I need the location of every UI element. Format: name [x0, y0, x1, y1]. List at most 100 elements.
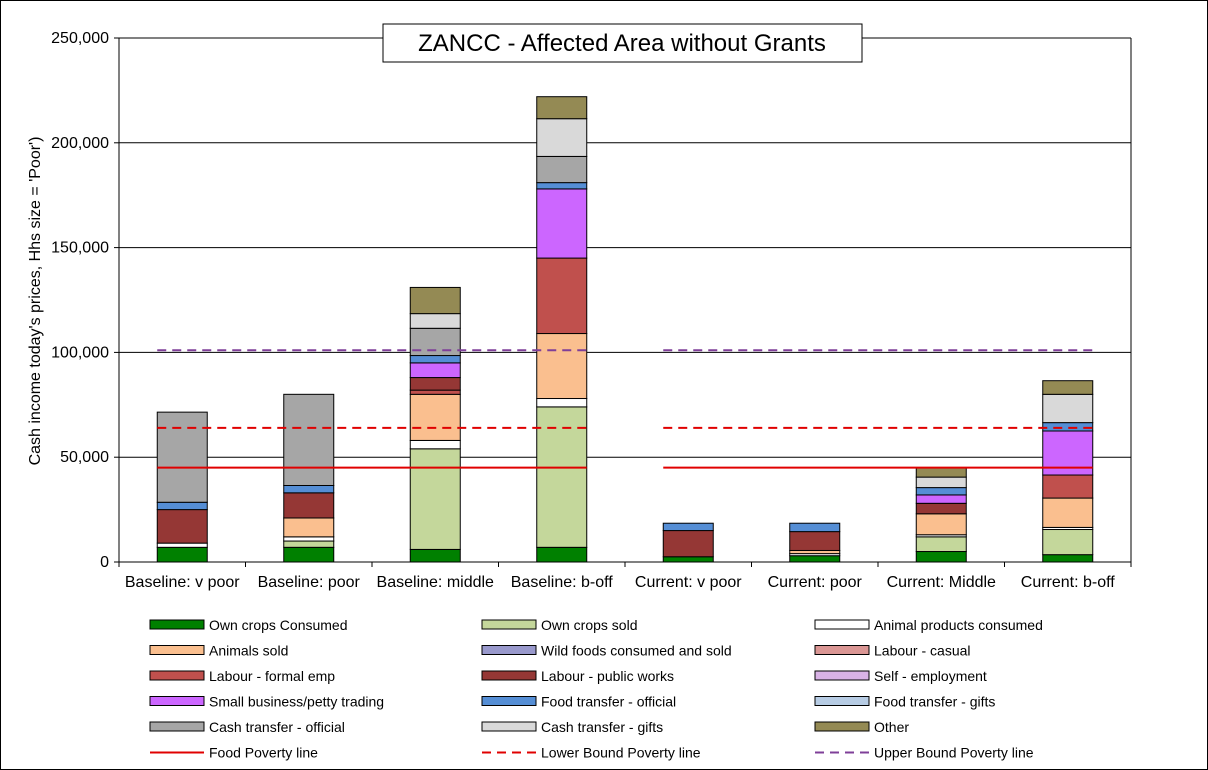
plot-area — [119, 38, 1131, 562]
bar-segment — [409, 548, 461, 563]
bar-segment — [915, 536, 967, 553]
axes — [114, 37, 1132, 567]
bar-segment — [915, 467, 967, 478]
bar-segment — [156, 509, 208, 544]
legend-swatch — [149, 670, 205, 681]
legend-swatch — [814, 645, 870, 655]
chart-title-box: ZANCC - Affected Area without Grants — [382, 23, 863, 63]
bar-segment — [283, 536, 335, 542]
legend-label: Own crops sold — [541, 617, 637, 633]
bar-segment — [283, 540, 335, 548]
y-tick-label: 50,000 — [60, 449, 109, 466]
legend-swatch — [481, 670, 537, 681]
bar-segment — [662, 522, 714, 532]
legend-label: Labour - casual — [874, 643, 971, 659]
bar-segment — [156, 542, 208, 548]
x-tick-labels: Baseline: v poor Baseline: poor Baseline: … — [125, 574, 1115, 591]
x-tick-label: Current: Middle — [887, 574, 996, 591]
bar-segment — [409, 393, 461, 441]
bar-segment — [409, 389, 461, 395]
bar-segment — [536, 96, 588, 120]
legend-swatch — [814, 619, 870, 630]
bar-segment — [156, 501, 208, 511]
y-tick-labels: 0 50,000 100,000 150,000 200,000 250,000 — [51, 30, 109, 571]
legend-swatch — [481, 619, 537, 630]
legend-label: Food Poverty line — [209, 745, 318, 761]
bar-segment — [789, 522, 841, 533]
legend-label: Food transfer - official — [541, 694, 676, 710]
legend-label: Animal products consumed — [874, 617, 1043, 633]
x-tick-label: Baseline: b-off — [511, 574, 614, 591]
bar-segment — [1042, 393, 1094, 424]
legend-swatch — [481, 721, 537, 732]
y-axis-label: Cash income today's prices, Hhs size = '… — [27, 137, 44, 466]
bar-segment — [915, 487, 967, 496]
legend-swatch — [481, 645, 537, 655]
bars — [156, 96, 1094, 563]
bar-segment — [409, 286, 461, 315]
legend-swatch — [814, 696, 870, 706]
legend-swatch — [149, 645, 205, 655]
bar-segment — [1042, 380, 1094, 395]
bar-segment — [409, 448, 461, 550]
legend-label: Self - employment — [874, 668, 987, 684]
bar-segment — [1042, 497, 1094, 528]
y-tick-label: 250,000 — [51, 30, 109, 47]
bar-segment — [1042, 474, 1094, 499]
bar-segment — [915, 502, 967, 515]
legend-label: Wild foods consumed and sold — [541, 643, 732, 659]
bar-segment — [1042, 554, 1094, 563]
legend-swatch — [149, 696, 205, 706]
legend-label: Other — [874, 719, 909, 735]
bar-segment — [536, 257, 588, 335]
legend-label: Lower Bound Poverty line — [541, 745, 701, 761]
legend-label: Upper Bound Poverty line — [874, 745, 1034, 761]
legend-label: Food transfer - gifts — [874, 694, 995, 710]
y-axis-label-group: Cash income today's prices, Hhs size = '… — [27, 137, 44, 466]
x-tick-label: Current: poor — [768, 574, 863, 591]
bar-segment — [536, 406, 588, 548]
bar-segment — [283, 517, 335, 538]
bar-segment — [536, 155, 588, 184]
bar-segment — [536, 333, 588, 400]
legend-swatch — [814, 721, 870, 732]
bar-segment — [409, 439, 461, 450]
bar-segment — [915, 513, 967, 536]
bar-segment — [536, 546, 588, 563]
bar-segment — [156, 411, 208, 503]
legend-swatch — [814, 670, 870, 681]
bar-segment — [915, 551, 967, 563]
bar-segment — [283, 484, 335, 494]
bar-segment — [536, 118, 588, 157]
y-tick-label: 0 — [100, 554, 109, 571]
legend-label: Cash transfer - gifts — [541, 719, 663, 735]
legend-label: Small business/petty trading — [209, 694, 384, 710]
legend-label: Cash transfer - official — [209, 719, 345, 735]
bar-segment — [915, 494, 967, 504]
legend-label: Labour - public works — [541, 668, 674, 684]
poverty-lines — [157, 349, 1093, 469]
bar-segment — [789, 555, 841, 563]
bar-segment — [409, 362, 461, 379]
x-tick-label: Current: v poor — [635, 574, 742, 591]
bar-segment — [283, 546, 335, 563]
bar-segment — [156, 546, 208, 563]
legend-label: Animals sold — [209, 643, 288, 659]
legend-label: Labour - formal emp — [209, 668, 335, 684]
bar-segment — [536, 398, 588, 408]
bar-segment — [409, 313, 461, 329]
bar-segment — [409, 327, 461, 357]
legend-swatch — [481, 696, 537, 706]
legend-label: Own crops Consumed — [209, 617, 348, 633]
chart-title: ZANCC - Affected Area without Grants — [418, 30, 826, 57]
x-tick-label: Baseline: v poor — [125, 574, 240, 591]
bar-segment — [409, 355, 461, 364]
bar-segment — [409, 377, 461, 391]
x-tick-label: Current: b-off — [1021, 574, 1116, 591]
bar-segment — [1042, 529, 1094, 556]
legend-swatch — [149, 619, 205, 630]
y-tick-label: 150,000 — [51, 240, 109, 257]
bar-segment — [662, 556, 714, 563]
